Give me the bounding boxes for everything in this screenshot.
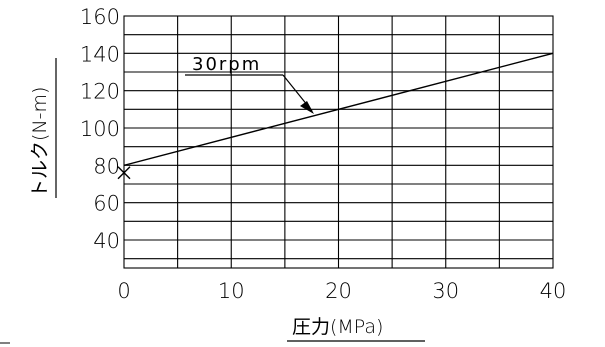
y-tick-label: 120 bbox=[80, 80, 120, 104]
x-tick-label: 30 bbox=[432, 279, 459, 303]
x-tick-label: 0 bbox=[117, 279, 130, 303]
annotation-arrowhead bbox=[300, 101, 314, 114]
y-tick-labels: 160 140 120 100 80 60 40 bbox=[80, 5, 120, 253]
series-line bbox=[123, 52, 554, 167]
y-tick-label: 60 bbox=[93, 192, 120, 216]
x-axis-label: 圧力(MPa) bbox=[292, 316, 383, 338]
y-tick-label: 140 bbox=[80, 42, 120, 66]
x-marker-stroke bbox=[117, 166, 131, 180]
y-tick-label: 100 bbox=[80, 117, 120, 141]
chart-grid bbox=[123, 15, 554, 269]
y-axis-label: トルク(N-m) bbox=[29, 87, 51, 198]
x-tick-label: 20 bbox=[325, 279, 352, 303]
annotation-30rpm: 30rpm bbox=[192, 54, 261, 75]
x-tick-labels: 0 10 20 30 40 bbox=[117, 279, 566, 303]
series-layer bbox=[117, 52, 554, 180]
x-tick-label: 10 bbox=[218, 279, 245, 303]
x-tick-label: 40 bbox=[540, 279, 567, 303]
y-tick-label: 160 bbox=[80, 5, 120, 29]
y-tick-label: 40 bbox=[93, 229, 120, 253]
y-tick-label: 80 bbox=[93, 154, 120, 178]
